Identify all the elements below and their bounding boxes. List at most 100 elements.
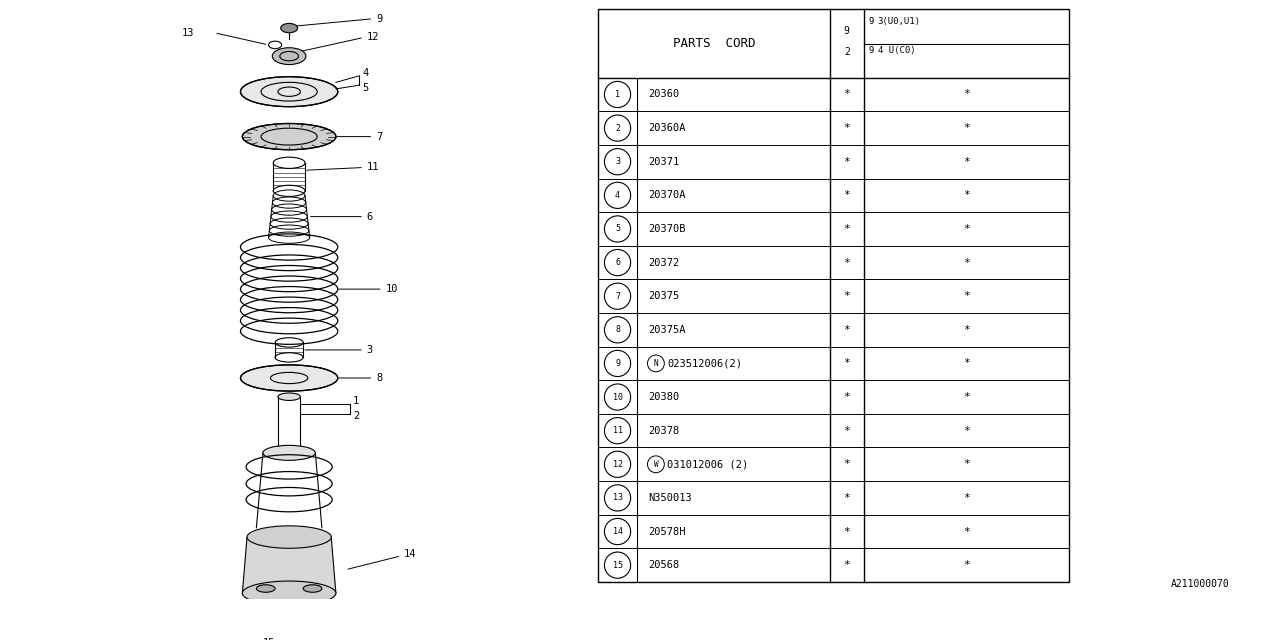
Text: 20372: 20372 (649, 257, 680, 268)
Text: A211000070: A211000070 (1171, 579, 1230, 589)
Text: N: N (654, 359, 658, 368)
Text: *: * (844, 291, 850, 301)
Text: 2: 2 (844, 47, 850, 57)
Ellipse shape (224, 612, 242, 621)
Ellipse shape (247, 526, 332, 548)
Text: *: * (963, 392, 969, 402)
Text: *: * (963, 527, 969, 536)
Ellipse shape (280, 24, 297, 33)
Text: 15: 15 (613, 561, 622, 570)
Text: *: * (963, 257, 969, 268)
Text: 9: 9 (868, 46, 874, 55)
Text: *: * (844, 392, 850, 402)
Text: 3: 3 (616, 157, 620, 166)
Text: *: * (963, 460, 969, 469)
Text: *: * (844, 157, 850, 166)
Text: *: * (963, 560, 969, 570)
Ellipse shape (303, 585, 321, 592)
Text: 20380: 20380 (649, 392, 680, 402)
Text: 6: 6 (367, 212, 372, 221)
Ellipse shape (278, 449, 301, 456)
Text: *: * (844, 123, 850, 133)
Text: 1: 1 (353, 396, 358, 406)
Ellipse shape (241, 77, 338, 107)
Text: W: W (654, 460, 658, 468)
Text: 20360: 20360 (649, 90, 680, 99)
Text: *: * (844, 325, 850, 335)
Text: *: * (844, 358, 850, 369)
Text: 031012006 (2): 031012006 (2) (667, 460, 749, 469)
Text: 2: 2 (353, 412, 358, 421)
Text: *: * (963, 123, 969, 133)
Text: 11: 11 (613, 426, 622, 435)
Text: 10: 10 (385, 284, 398, 294)
Text: 12: 12 (613, 460, 622, 468)
Text: 5: 5 (362, 83, 369, 93)
Text: 9: 9 (868, 17, 874, 26)
Ellipse shape (278, 393, 301, 401)
Ellipse shape (242, 124, 335, 150)
Text: 2: 2 (616, 124, 620, 132)
Text: *: * (963, 190, 969, 200)
Text: *: * (844, 560, 850, 570)
Text: 20370A: 20370A (649, 190, 686, 200)
Text: 8: 8 (616, 325, 620, 334)
Text: 14: 14 (404, 549, 417, 559)
Text: 20378: 20378 (649, 426, 680, 436)
Text: 3: 3 (367, 345, 372, 355)
Text: *: * (844, 493, 850, 503)
Text: 20578H: 20578H (649, 527, 686, 536)
Text: 9: 9 (616, 359, 620, 368)
Text: *: * (844, 460, 850, 469)
Text: *: * (963, 426, 969, 436)
Text: PARTS  CORD: PARTS CORD (673, 37, 755, 50)
Text: *: * (963, 325, 969, 335)
Text: 4: 4 (616, 191, 620, 200)
Text: *: * (963, 224, 969, 234)
Text: *: * (844, 527, 850, 536)
Text: 3⟨U0,U1⟩: 3⟨U0,U1⟩ (878, 17, 920, 26)
Ellipse shape (262, 445, 315, 460)
Text: *: * (844, 224, 850, 234)
Text: *: * (963, 358, 969, 369)
Text: *: * (963, 291, 969, 301)
Text: *: * (844, 257, 850, 268)
Text: 14: 14 (613, 527, 622, 536)
Text: *: * (963, 90, 969, 99)
Text: 5: 5 (616, 225, 620, 234)
Text: 6: 6 (616, 258, 620, 267)
Text: 20568: 20568 (649, 560, 680, 570)
Text: 1: 1 (616, 90, 620, 99)
Ellipse shape (241, 365, 338, 391)
Ellipse shape (273, 48, 306, 65)
Text: 9: 9 (844, 26, 850, 36)
Text: 13: 13 (182, 28, 195, 38)
Text: *: * (844, 426, 850, 436)
Polygon shape (242, 537, 335, 593)
Text: *: * (844, 190, 850, 200)
Text: 9: 9 (376, 13, 383, 24)
Text: *: * (844, 90, 850, 99)
Text: 4 U⟨C0⟩: 4 U⟨C0⟩ (878, 46, 915, 55)
Text: 13: 13 (613, 493, 622, 502)
Ellipse shape (256, 585, 275, 592)
Text: 20360A: 20360A (649, 123, 686, 133)
Text: 8: 8 (376, 373, 383, 383)
Text: 20370B: 20370B (649, 224, 686, 234)
Text: 7: 7 (616, 292, 620, 301)
Bar (598, 10, 1069, 582)
Text: 20375: 20375 (649, 291, 680, 301)
Text: 20371: 20371 (649, 157, 680, 166)
Text: N350013: N350013 (649, 493, 692, 503)
Text: *: * (963, 157, 969, 166)
Text: 7: 7 (376, 132, 383, 141)
Text: 12: 12 (367, 33, 379, 42)
Ellipse shape (242, 581, 335, 605)
Text: *: * (963, 493, 969, 503)
Text: 023512006(2): 023512006(2) (667, 358, 742, 369)
Text: 20375A: 20375A (649, 325, 686, 335)
Text: 15: 15 (262, 638, 275, 640)
Text: 4: 4 (362, 68, 369, 78)
Text: 10: 10 (613, 392, 622, 401)
Text: 11: 11 (367, 163, 379, 172)
